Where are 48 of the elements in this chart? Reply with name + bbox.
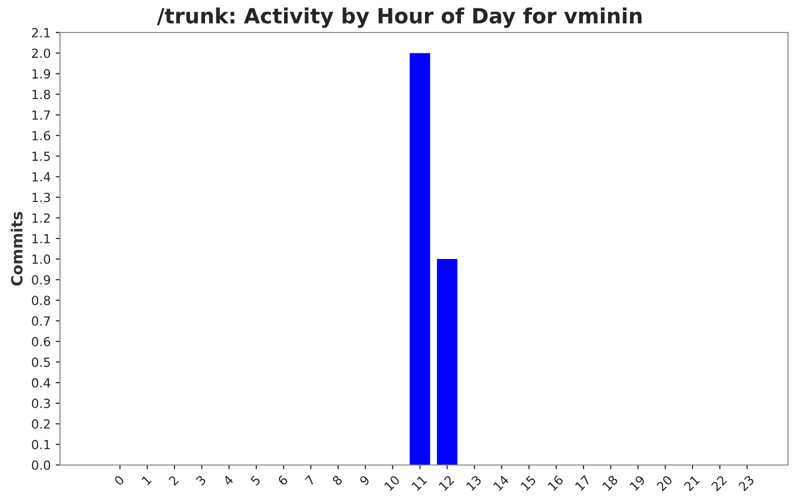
y-tick-label: 1.0 [32,254,50,264]
y-tick-label: 1.7 [32,110,50,120]
x-tick-label: 15 [520,475,536,492]
y-tick-label: 0.6 [32,336,50,346]
y-tick-label: 0.2 [32,419,50,429]
x-tick-label: 7 [304,475,316,486]
x-tick-label: 22 [710,475,728,492]
y-tick-label: 2.1 [32,28,50,38]
y-tick-label: 1.5 [32,152,50,161]
x-tick-label: 18 [602,474,618,492]
x-tick-label: 5 [250,475,261,486]
y-tick-label: 1.4 [32,172,50,182]
x-tick-label: 17 [574,475,591,492]
y-tick-label: 0.4 [32,378,50,388]
x-tick-label: 23 [738,474,755,492]
y-tick-label: 1.8 [32,90,50,100]
x-tick-label: 8 [332,474,343,486]
y-tick-label: 0.3 [32,398,50,408]
x-tick-label: 10 [384,474,400,492]
x-tick-label: 14 [493,474,510,492]
x-tick-label: 16 [547,474,564,492]
x-tick-label: 1 [141,475,152,486]
y-tick-label: 1.3 [32,192,50,202]
y-tick-label: 0.1 [32,440,50,450]
x-tick-label: 20 [656,474,673,492]
y-tick-label: 0.8 [32,296,50,306]
x-tick-label: 11 [411,475,428,492]
x-tick-label: 12 [438,475,454,492]
y-tick-label: 1.1 [32,234,50,244]
x-tick-label: 13 [466,474,482,492]
x-tick-label: 19 [629,474,646,492]
y-axis-title: Commits [10,212,23,286]
x-tick-label: 3 [196,474,206,486]
x-tick-label: 0 [114,474,125,486]
y-tick-label: 1.6 [32,130,50,140]
y-tick-label: 2.0 [32,48,50,58]
y-tick-label: 0.5 [32,357,50,367]
x-tick-label: 21 [683,475,700,492]
x-tick-label: 4 [222,474,234,486]
y-tick-label: 0.0 [32,460,50,470]
x-tick-label: 9 [359,474,370,486]
x-tick-label: 2 [168,475,179,486]
y-tick-label: 1.2 [32,213,50,223]
chart-title: /trunk: Activity by Hour of Day for vminin [156,8,642,28]
y-tick-label: 1.9 [32,69,50,79]
y-tick-label: 0.9 [32,275,50,285]
y-tick-label: 0.7 [32,316,50,326]
x-tick-label: 6 [277,474,288,486]
